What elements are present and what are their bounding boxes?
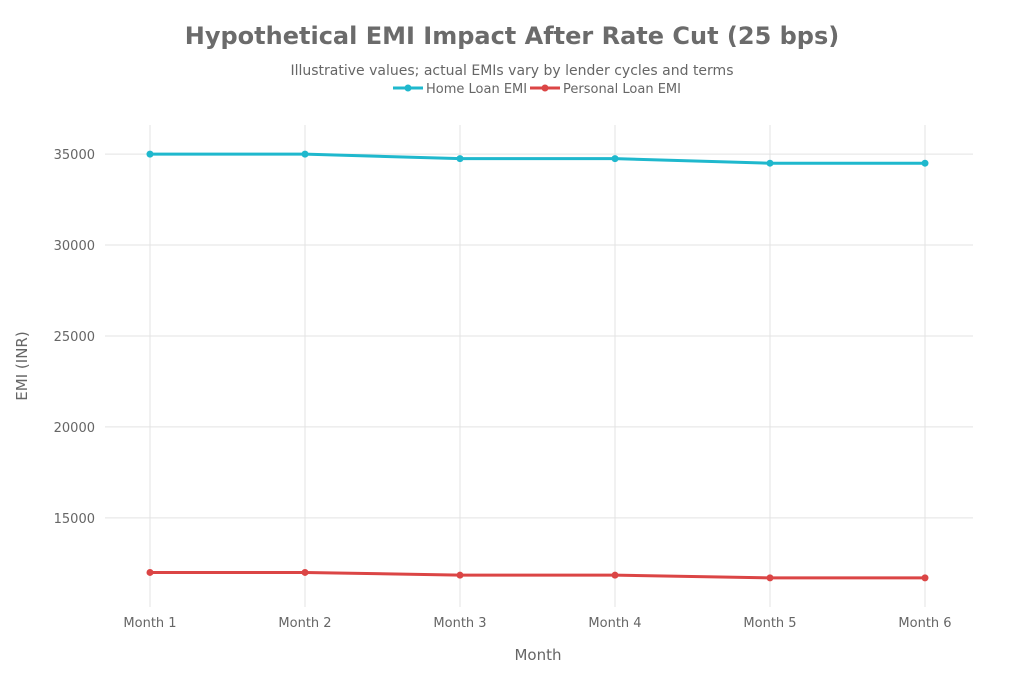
data-point: [146, 568, 154, 576]
x-tick-label: Month 6: [898, 616, 951, 631]
data-point: [456, 155, 464, 163]
y-tick-label: 25000: [54, 330, 95, 345]
legend-label: Home Loan EMI: [426, 82, 527, 97]
chart-subtitle: Illustrative values; actual EMIs vary by…: [290, 63, 733, 79]
y-tick-label: 15000: [54, 512, 95, 527]
y-axis-label: EMI (INR): [13, 331, 31, 400]
data-point: [611, 155, 619, 163]
x-tick-label: Month 1: [123, 616, 176, 631]
data-point: [301, 150, 309, 158]
data-point: [456, 571, 464, 579]
x-axis-label: Month: [514, 646, 561, 664]
legend-marker: [404, 84, 412, 92]
y-tick-label: 30000: [54, 239, 95, 254]
data-point: [301, 568, 309, 576]
x-tick-label: Month 5: [743, 616, 796, 631]
series-line: [150, 570, 925, 580]
x-tick-label: Month 4: [588, 616, 641, 631]
data-point: [921, 574, 929, 582]
series-line: [150, 152, 925, 165]
data-point: [146, 150, 154, 158]
data-point: [921, 159, 929, 167]
data-point: [766, 159, 774, 167]
chart-title: Hypothetical EMI Impact After Rate Cut (…: [185, 22, 839, 50]
x-tick-label: Month 2: [278, 616, 331, 631]
legend-marker: [541, 84, 549, 92]
legend: Home Loan EMI Personal Loan EMI: [393, 82, 681, 97]
data-point: [611, 571, 619, 579]
y-tick-label: 35000: [54, 148, 95, 163]
legend-label: Personal Loan EMI: [563, 82, 681, 97]
data-point: [766, 574, 774, 582]
x-tick-label: Month 3: [433, 616, 486, 631]
y-tick-label: 20000: [54, 421, 95, 436]
